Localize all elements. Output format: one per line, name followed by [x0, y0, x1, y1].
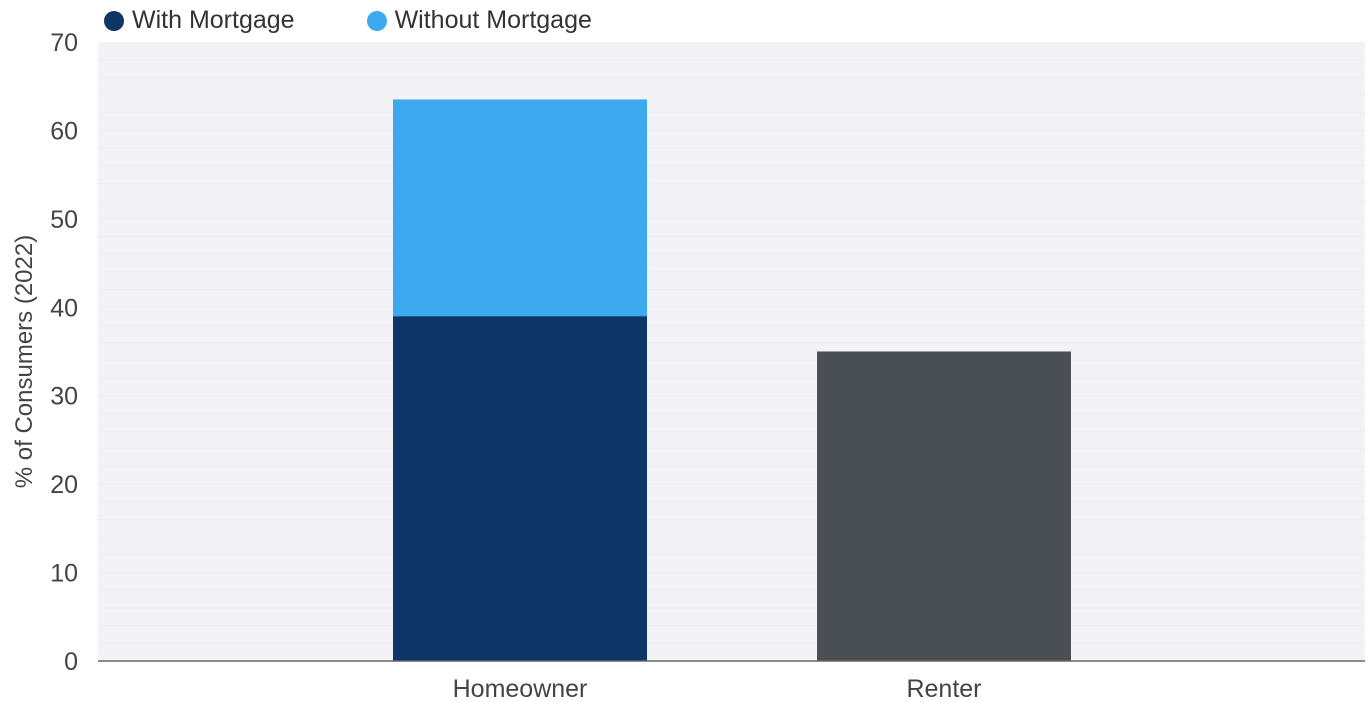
- x-tick-label: Renter: [906, 675, 981, 702]
- legend-label-with-mortgage: With Mortgage: [132, 6, 295, 34]
- y-tick-label: 30: [50, 383, 78, 411]
- x-tick-labels: Homeowner Renter: [453, 675, 982, 702]
- y-tick-label: 20: [50, 471, 78, 499]
- gridlines: [98, 59, 1365, 644]
- bar-homeowner-segment-1: [393, 99, 647, 317]
- chart-legend: With Mortgage Without Mortgage: [104, 6, 664, 35]
- legend-item-with-mortgage: With Mortgage: [104, 6, 295, 35]
- bar-renter-segment-2: [817, 351, 1071, 661]
- bars: [393, 99, 1071, 661]
- y-tick-label: 50: [50, 206, 78, 234]
- legend-label-without-mortgage: Without Mortgage: [394, 6, 592, 34]
- plot-area: [98, 42, 1365, 661]
- y-tick-label: 0: [64, 648, 78, 676]
- legend-swatch-without-mortgage: [366, 10, 387, 31]
- y-tick-labels: 0 10 20 30 40 50 60 70: [50, 29, 78, 676]
- legend-swatch-with-mortgage: [104, 10, 124, 31]
- bar-homeowner-segment-0: [393, 316, 647, 661]
- x-tick-label: Homeowner: [453, 675, 588, 702]
- y-tick-label: 70: [50, 29, 78, 57]
- y-tick-label: 60: [50, 117, 78, 145]
- y-tick-label: 10: [50, 560, 78, 588]
- y-axis-title: % of Consumers (2022): [11, 235, 38, 488]
- y-tick-label: 40: [50, 294, 78, 322]
- legend-item-without-mortgage: Without Mortgage: [366, 6, 592, 35]
